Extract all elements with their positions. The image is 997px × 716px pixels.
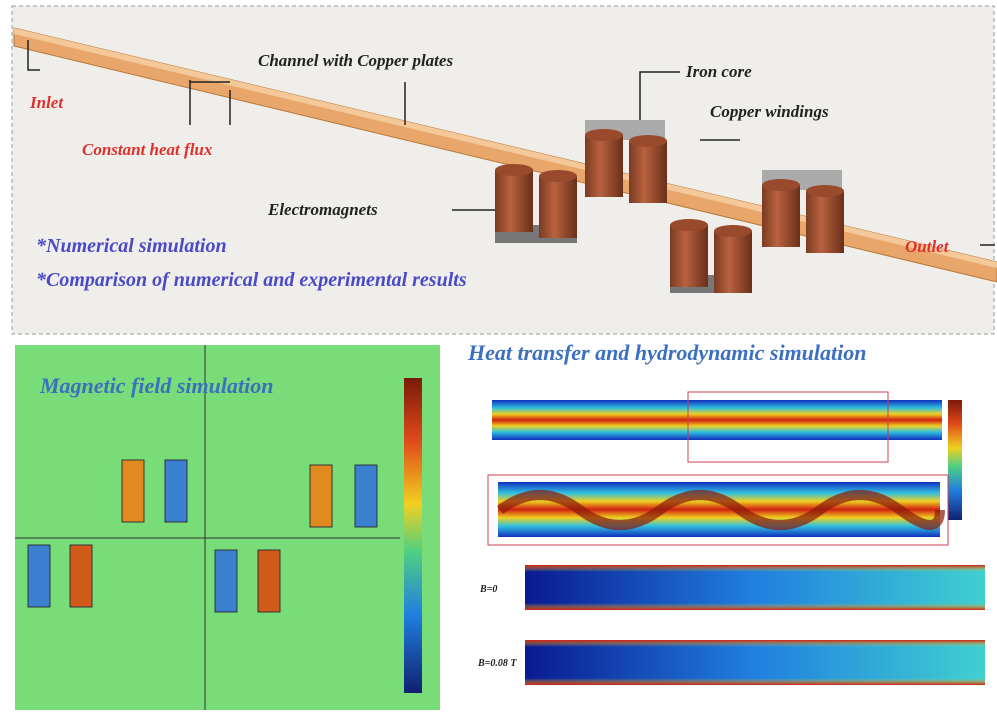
heat-title: Heat transfer and hydrodynamic simulatio…: [467, 340, 867, 365]
electromagnets-label: Electromagnets: [267, 200, 378, 219]
iron-core-label: Iron core: [685, 62, 752, 81]
colorbar: [404, 378, 422, 693]
field-label: B=0.08 T: [477, 658, 517, 669]
page: Inlet Constant heat flux Channel with Co…: [0, 0, 997, 716]
velocity-field: [492, 400, 942, 440]
channel-label: Channel with Copper plates: [258, 51, 453, 70]
outlet-label: Outlet: [905, 237, 950, 256]
highlight: *Comparison of numerical and experimenta…: [36, 269, 467, 291]
highlight: *Numerical simulation: [36, 235, 227, 257]
inlet-label: Inlet: [29, 93, 64, 112]
windings-label: Copper windings: [710, 102, 829, 121]
zoom-field: [498, 482, 940, 537]
magnetic-title: Magnetic field simulation: [39, 373, 273, 398]
field-label: B=0: [479, 584, 497, 595]
colorbar: [948, 400, 962, 520]
graphical-abstract: Inlet Constant heat flux Channel with Co…: [0, 0, 997, 716]
heat-flux-label: Constant heat flux: [82, 140, 213, 159]
